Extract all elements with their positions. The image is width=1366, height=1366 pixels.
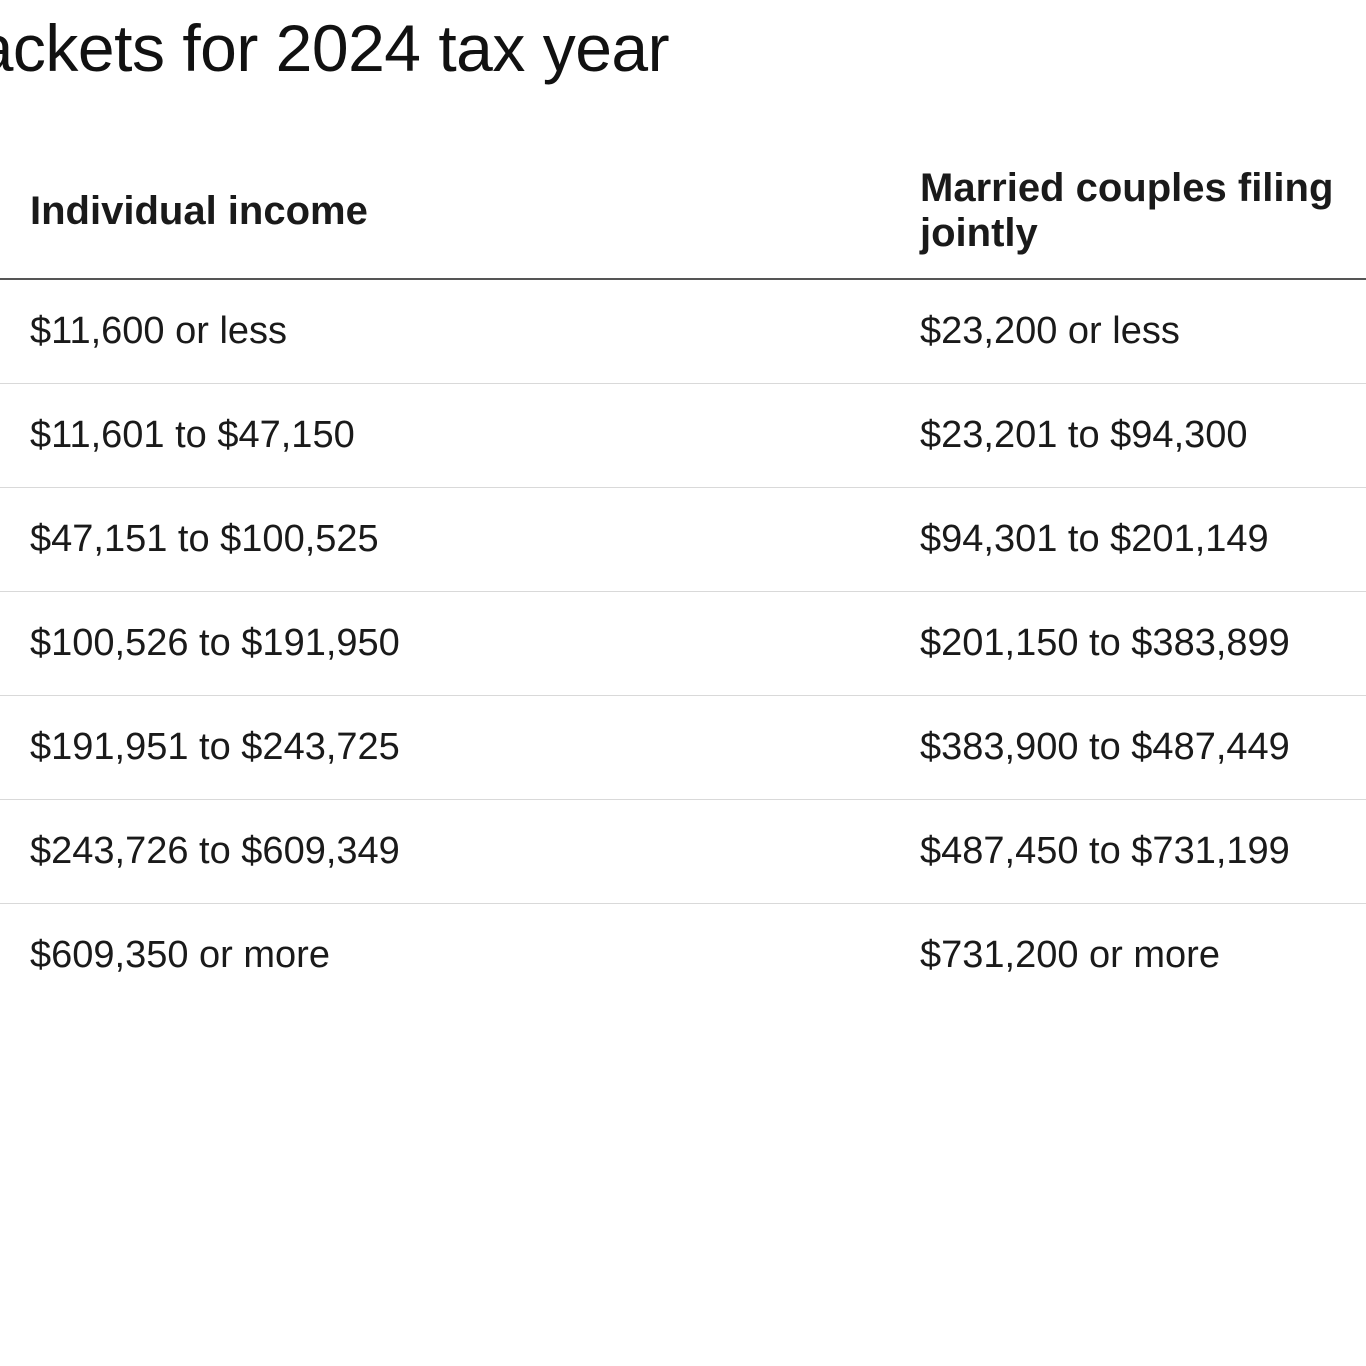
cell-individual: $243,726 to $609,349	[0, 800, 890, 904]
cell-individual: $11,601 to $47,150	[0, 384, 890, 488]
cell-married: $487,450 to $731,199	[890, 800, 1366, 904]
column-header-individual: Individual income	[0, 148, 890, 279]
table-row: $100,526 to $191,950 $201,150 to $383,89…	[0, 592, 1366, 696]
cell-married: $94,301 to $201,149	[890, 488, 1366, 592]
cell-married: $201,150 to $383,899	[890, 592, 1366, 696]
table-row: $11,601 to $47,150 $23,201 to $94,300	[0, 384, 1366, 488]
cell-individual: $609,350 or more	[0, 904, 890, 1008]
cell-married: $23,200 or less	[890, 279, 1366, 384]
table-row: $47,151 to $100,525 $94,301 to $201,149	[0, 488, 1366, 592]
cell-married: $383,900 to $487,449	[890, 696, 1366, 800]
tax-brackets-table-wrap: Individual income Married couples filing…	[0, 148, 1366, 1007]
cell-married: $731,200 or more	[890, 904, 1366, 1008]
table-header-row: Individual income Married couples filing…	[0, 148, 1366, 279]
page-canvas: Tax brackets for 2024 tax year Individua…	[0, 0, 1366, 1366]
tax-brackets-table: Individual income Married couples filing…	[0, 148, 1366, 1007]
table-row: $191,951 to $243,725 $383,900 to $487,44…	[0, 696, 1366, 800]
column-header-married: Married couples filing jointly	[890, 148, 1366, 279]
cell-individual: $47,151 to $100,525	[0, 488, 890, 592]
page-title: Tax brackets for 2024 tax year	[0, 10, 1366, 86]
cell-individual: $11,600 or less	[0, 279, 890, 384]
table-row: $11,600 or less $23,200 or less	[0, 279, 1366, 384]
cell-married: $23,201 to $94,300	[890, 384, 1366, 488]
cell-individual: $100,526 to $191,950	[0, 592, 890, 696]
table-row: $609,350 or more $731,200 or more	[0, 904, 1366, 1008]
table-row: $243,726 to $609,349 $487,450 to $731,19…	[0, 800, 1366, 904]
cell-individual: $191,951 to $243,725	[0, 696, 890, 800]
